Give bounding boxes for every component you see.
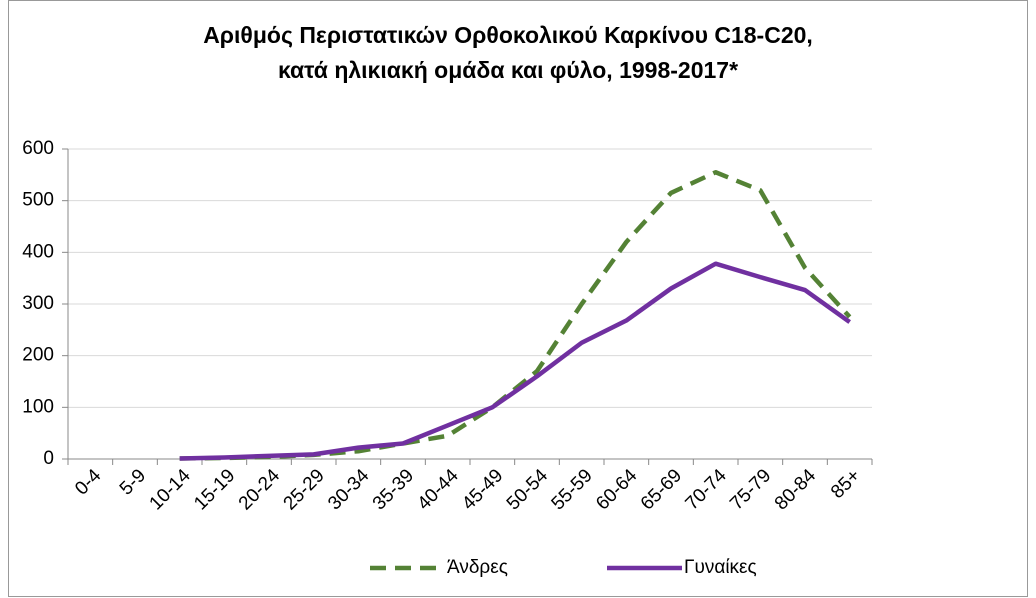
y-tick-label: 600 — [22, 138, 54, 159]
y-tick-label: 300 — [22, 293, 54, 314]
series-line — [179, 261, 851, 461]
legend-label: Γυναίκες — [684, 557, 757, 578]
chart-border — [8, 0, 1028, 597]
y-tick-label: 100 — [22, 396, 54, 417]
chart-subtitle: κατά ηλικιακή ομάδα και φύλο, 1998-2017* — [278, 57, 738, 83]
y-tick-label: 200 — [22, 345, 54, 366]
y-tick-label: 0 — [43, 448, 54, 469]
legend-label: Άνδρες — [447, 557, 508, 578]
y-tick-label: 400 — [22, 241, 54, 262]
chart-title: Αριθμός Περιστατικών Ορθοκολικού Καρκίνο… — [203, 22, 813, 48]
y-tick-label: 500 — [22, 190, 54, 211]
